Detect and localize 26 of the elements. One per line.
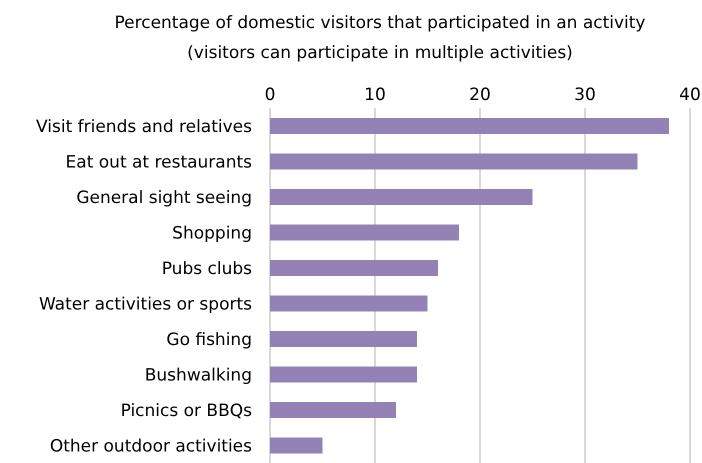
- bar: [270, 260, 438, 276]
- y-tick-label: Water activities or sports: [38, 294, 252, 314]
- x-tick-label: 30: [574, 85, 596, 105]
- bar: [270, 331, 417, 347]
- bar: [270, 189, 532, 205]
- x-tick-label: 0: [264, 85, 276, 105]
- y-tick-label: Picnics or BBQs: [120, 400, 252, 421]
- y-tick-label: Shopping: [172, 223, 252, 244]
- bar: [270, 154, 638, 170]
- bar: [270, 366, 417, 382]
- x-tick-label: 10: [364, 85, 386, 105]
- y-tick-label: Go fishing: [166, 330, 252, 350]
- bar: [270, 118, 669, 134]
- bar: [270, 224, 459, 240]
- bar: [270, 402, 396, 418]
- y-tick-label: Bushwalking: [144, 365, 252, 386]
- x-tick-label: 40: [679, 85, 701, 105]
- y-tick-label: General sight seeing: [76, 188, 252, 208]
- y-tick-label: Eat out at restaurants: [66, 152, 252, 172]
- y-tick-label: Other outdoor activities: [50, 436, 252, 456]
- bar: [270, 296, 428, 312]
- x-tick-label: 20: [469, 85, 491, 105]
- y-tick-label: Pubs clubs: [162, 258, 252, 279]
- bar: [270, 438, 322, 454]
- chart-title: Percentage of domestic visitors that participated in an activity (visitors can participate in multiple activities): [114, 12, 646, 65]
- y-tick-label: Visit friends and relatives: [36, 116, 252, 137]
